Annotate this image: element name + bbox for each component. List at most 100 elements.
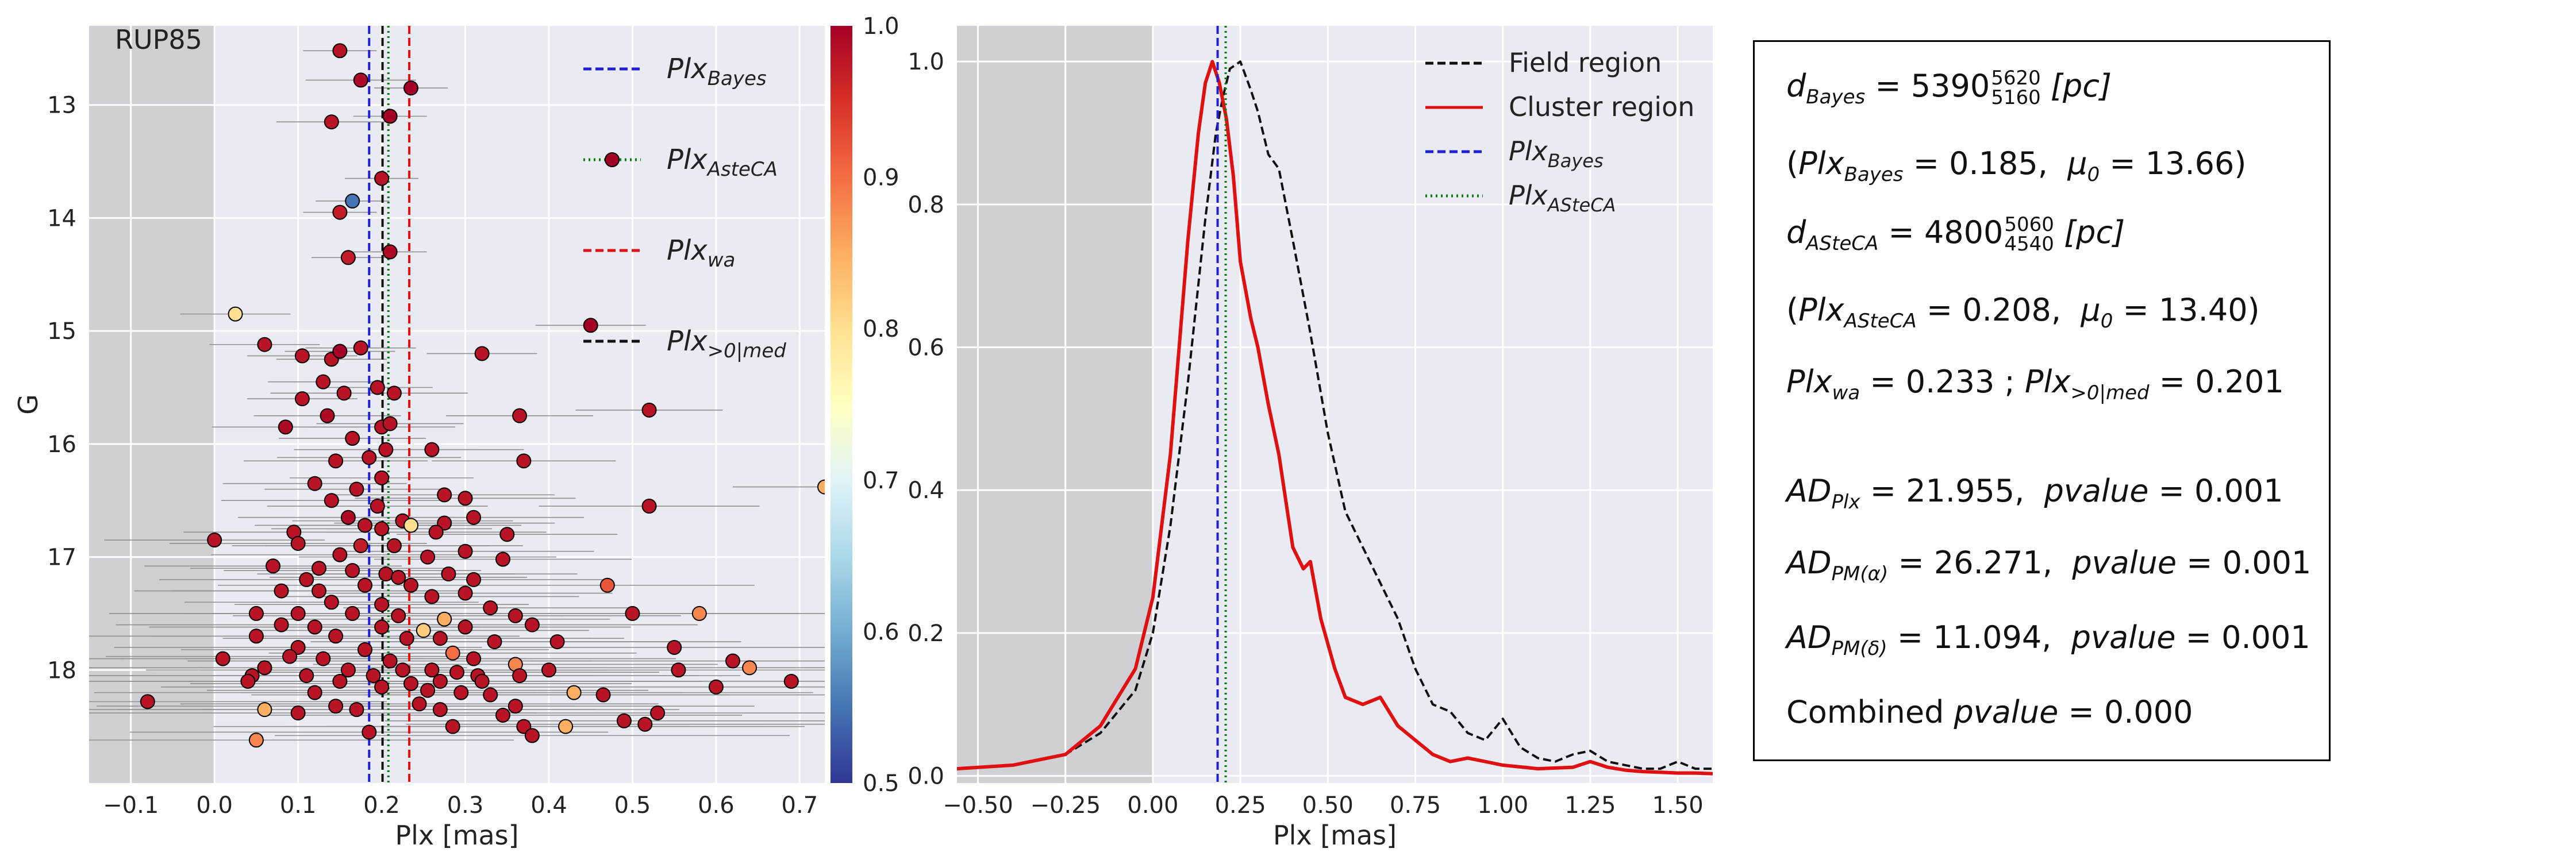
data-point [374, 679, 390, 695]
data-point [466, 651, 482, 666]
x-tick-label: 0.5 [614, 792, 651, 819]
y-tick-label: 17 [47, 545, 76, 571]
x-tick-label: 0.4 [530, 792, 567, 819]
x-tick-label: −0.25 [1030, 792, 1101, 819]
x-axis-label: Plx [mas] [395, 820, 518, 851]
data-point [437, 487, 452, 503]
data-point [432, 702, 448, 718]
data-point [783, 673, 799, 689]
data-point [353, 340, 368, 356]
data-point [332, 205, 348, 220]
legend-label: Plx>0|med [667, 325, 786, 362]
colorbar-tick-label: 0.6 [863, 619, 899, 645]
data-point [391, 569, 406, 585]
legend-label-main: Field region [1509, 47, 1662, 78]
stat-plx-asteca: (PlxASteCA = 0.208, μ0 = 13.40) [1786, 292, 2260, 333]
data-point [248, 628, 264, 644]
data-point [257, 702, 272, 718]
stat-ad-pma: ADPM(α) = 26.271, pvalue = 0.001 [1786, 545, 2312, 585]
data-point [274, 617, 289, 633]
y-tick-label: 0.8 [908, 192, 944, 218]
data-point [353, 538, 368, 553]
data-point [382, 244, 398, 260]
x-tick-label: 0.00 [1127, 792, 1178, 819]
data-point [278, 419, 293, 435]
data-point [274, 583, 289, 599]
data-point [524, 728, 540, 743]
data-point [378, 442, 394, 457]
data-point [374, 521, 390, 537]
data-point [215, 651, 230, 666]
stat-d-bayes: dBayes = 5390 5620 5160 [pc] [1786, 67, 2112, 110]
data-point [332, 547, 348, 562]
stat-ad-pmd: ADPM(δ) = 11.094, pvalue = 0.001 [1786, 619, 2310, 660]
x-tick-label: 0.75 [1390, 792, 1441, 819]
data-point [357, 518, 372, 533]
density-panel: −0.50 −0.25 0.00 0.25 0.50 0.75 1.00 1.25 1.50 0.… [908, 26, 1713, 851]
data-point [340, 510, 356, 525]
shaded-region [957, 26, 1153, 783]
data-point [487, 634, 502, 650]
series-line [957, 60, 1713, 770]
data-point [453, 685, 469, 700]
data-point [312, 583, 326, 599]
stat-combined: Combined pvalue = 0.000 [1786, 694, 2193, 730]
data-point [449, 665, 464, 680]
data-point [445, 645, 460, 661]
y-tick-label: 0.4 [908, 477, 944, 504]
data-point [403, 676, 418, 691]
data-point [366, 668, 381, 684]
data-point [549, 634, 565, 650]
legend-label-sub: ASteCA [1547, 194, 1616, 216]
x-tick-label: 1.25 [1564, 792, 1616, 819]
data-point [332, 344, 348, 359]
scatter-panel: −0.1 0.0 0.1 0.2 0.3 0.4 0.5 0.6 0.7 13 14 15 16 17 18… [13, 24, 825, 851]
data-point [428, 525, 444, 540]
x-tick-label: 0.0 [196, 792, 233, 819]
data-point [420, 682, 436, 698]
x-tick-label: 0.50 [1302, 792, 1354, 819]
data-point [391, 608, 406, 623]
data-point [412, 696, 427, 712]
data-point [307, 685, 322, 700]
x-axis-label: Plx [mas] [1273, 820, 1397, 851]
colorbar-gradient [831, 26, 852, 783]
data-point [345, 431, 360, 446]
data-point [507, 699, 523, 714]
data-point [441, 566, 456, 582]
data-point [507, 608, 523, 623]
legend-label-main: Plx [1509, 136, 1548, 167]
data-point [599, 577, 615, 593]
y-tick-label: 0.0 [908, 763, 944, 790]
data-point [424, 442, 440, 457]
data-point [316, 651, 331, 666]
data-point [483, 687, 498, 703]
x-tick-label: 0.1 [280, 792, 317, 819]
x-tick-label: 0.6 [698, 792, 735, 819]
data-point [324, 493, 339, 508]
data-point [403, 518, 418, 533]
data-point [328, 628, 344, 644]
data-point [650, 705, 666, 721]
data-point [566, 685, 582, 700]
data-point [416, 623, 431, 638]
data-point [345, 563, 360, 579]
data-point [374, 619, 390, 635]
data-point [466, 572, 482, 587]
y-tick-label: 0.2 [908, 620, 944, 647]
data-point [362, 450, 377, 465]
y-tick-label: 18 [47, 657, 76, 684]
legend-label-main: Plx [667, 234, 708, 267]
data-point [345, 193, 360, 209]
data-point [382, 416, 398, 431]
data-point [386, 385, 402, 401]
data-point [817, 479, 825, 495]
data-point [641, 499, 657, 514]
data-point [340, 250, 356, 265]
colorbar-tick-label: 1.0 [863, 13, 899, 40]
data-point [725, 653, 740, 669]
data-point [290, 705, 306, 721]
data-point [349, 702, 364, 718]
data-point [541, 662, 556, 678]
data-point [140, 694, 155, 709]
